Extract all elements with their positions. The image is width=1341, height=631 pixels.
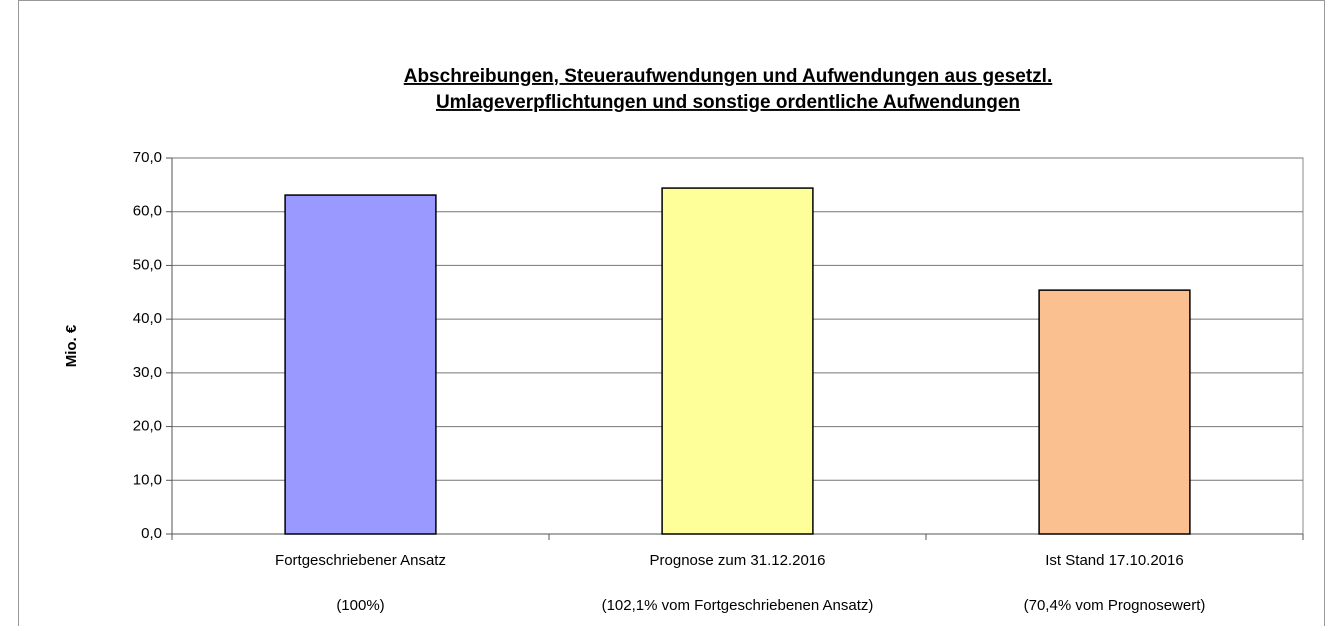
x-tick-label: Prognose zum 31.12.2016 (650, 552, 826, 569)
y-tick-label: 40,0 (133, 310, 162, 327)
y-tick-label: 10,0 (133, 471, 162, 488)
chart-title: Abschreibungen, Steueraufwendungen und A… (404, 66, 1053, 87)
x-tick-label: (102,1% vom Fortgeschriebenen Ansatz) (602, 597, 874, 614)
y-tick-label: 50,0 (133, 256, 162, 273)
y-tick-label: 60,0 (133, 203, 162, 220)
bar (1038, 289, 1191, 535)
y-axis-label: Mio. € (63, 324, 80, 367)
chart-title: Umlageverpflichtungen und sonstige orden… (436, 92, 1020, 113)
bar (284, 194, 437, 535)
y-tick-label: 30,0 (133, 364, 162, 381)
x-tick-label: Ist Stand 17.10.2016 (1045, 552, 1183, 569)
x-tick-label: (70,4% vom Prognosewert) (1024, 597, 1206, 614)
bar (661, 187, 814, 535)
y-tick-label: 70,0 (133, 149, 162, 166)
x-tick-label: (100%) (336, 597, 384, 614)
y-tick-label: 20,0 (133, 418, 162, 435)
y-tick-label: 0,0 (141, 525, 162, 542)
x-tick-label: Fortgeschriebener Ansatz (275, 552, 446, 569)
